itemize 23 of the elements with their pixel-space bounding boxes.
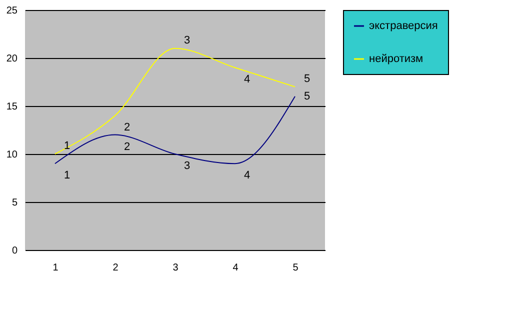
y-tick-label: 5 (12, 198, 18, 208)
y-tick-label: 25 (6, 6, 18, 16)
annotation: 5 (304, 90, 310, 102)
legend-label: экстраверсия (369, 20, 438, 32)
annotation: 2 (124, 140, 130, 153)
annotation: 4 (244, 74, 250, 86)
legend-label: нейротизм (369, 53, 424, 65)
annotation: 2 (124, 122, 130, 134)
x-tick-label: 4 (232, 262, 239, 274)
y-tick-label: 10 (6, 150, 18, 160)
annotation: 1 (64, 170, 70, 182)
annotation: 3 (184, 160, 190, 172)
x-tick-label: 1 (52, 262, 59, 274)
line-series (54, 48, 296, 154)
annotation: 4 (244, 170, 250, 182)
y-tick-label: 20 (6, 54, 18, 64)
x-tick-label: 5 (292, 262, 299, 274)
annotation: 5 (304, 72, 310, 85)
y-tick-label: 15 (6, 102, 18, 112)
x-tick-label: 2 (112, 262, 119, 274)
annotation: 3 (184, 34, 190, 46)
y-tick-label: 0 (12, 246, 18, 256)
x-tick-label: 3 (172, 262, 179, 274)
